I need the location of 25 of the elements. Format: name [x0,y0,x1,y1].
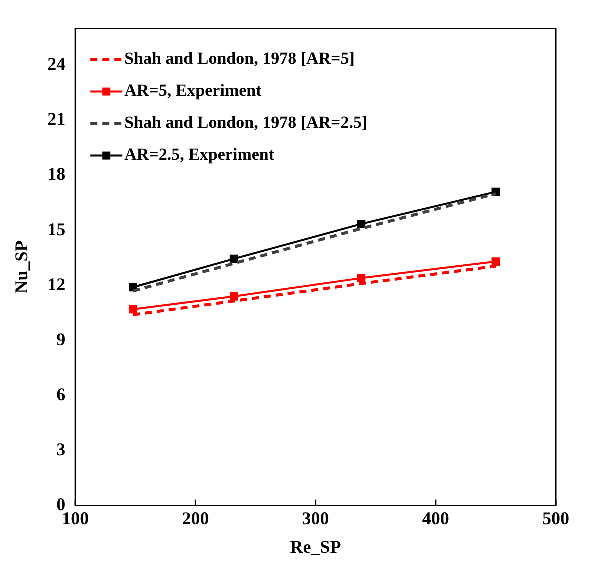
y-tick-label: 24 [48,54,66,74]
legend-label: Shah and London, 1978 [AR=5] [124,49,355,68]
point [357,220,366,228]
y-tick-label: 9 [56,329,66,350]
point [230,292,238,301]
y-tick-label: 12 [48,274,66,294]
y-tick-label: 18 [48,164,66,184]
x-tick-label: 300 [302,508,330,528]
legend-label: AR=5, Experiment [124,81,262,100]
point [129,305,138,314]
x-tick-label: 400 [422,508,450,528]
point [230,254,238,264]
point [492,258,500,266]
x-axis-title: Re_SP [290,536,342,557]
y-axis-title: Nu_SP [11,240,32,294]
y-tick-label: 3 [56,439,66,460]
legend-label: Shah and London, 1978 [AR=2.5] [124,113,368,132]
y-tick-label: 0 [56,494,66,514]
point [357,274,366,282]
x-tick-label: 500 [542,508,570,528]
y-tick-label: 21 [48,109,66,130]
y-tick-label: 15 [48,219,66,240]
y-tick-label: 6 [56,384,66,404]
legend-label: AR=2.5, Experiment [124,145,275,164]
x-tick-label: 200 [182,508,210,528]
